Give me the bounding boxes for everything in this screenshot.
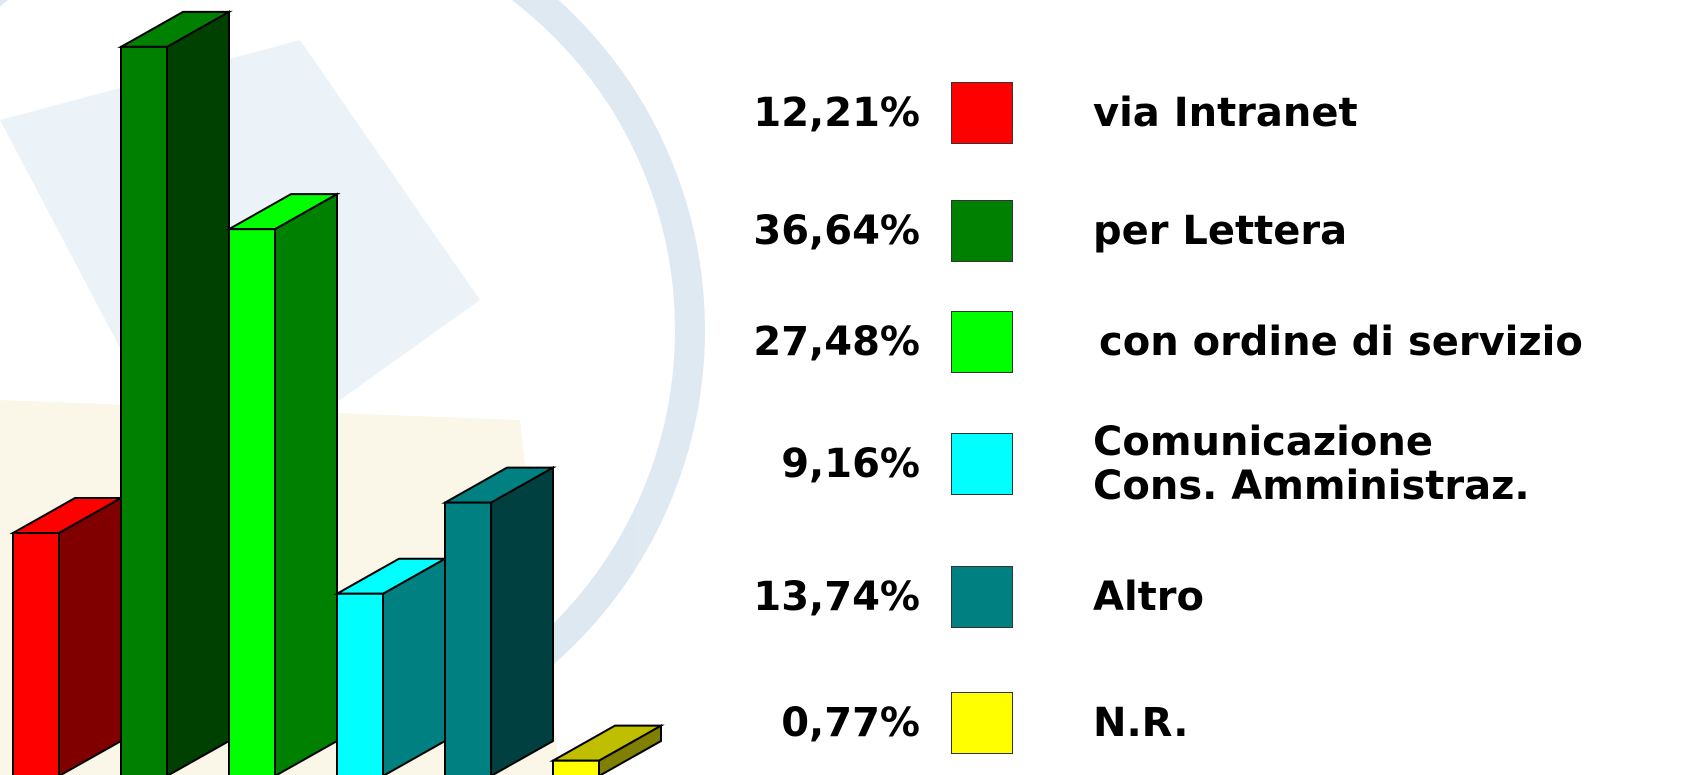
slide: 12,21% via Intranet 36,64% per Lettera 27,48… — [0, 0, 1686, 775]
value-label: 36,64% — [680, 208, 920, 254]
bar-side — [383, 559, 445, 775]
bar-side — [167, 12, 229, 775]
legend-swatch — [951, 82, 1013, 144]
bar-side — [59, 498, 121, 775]
bar — [121, 47, 167, 775]
legend-swatch — [951, 433, 1013, 495]
bar — [337, 594, 383, 775]
legend-swatch — [951, 692, 1013, 754]
legend-swatch — [951, 311, 1013, 373]
value-label: 27,48% — [680, 319, 920, 365]
bar — [445, 503, 491, 775]
bar — [13, 533, 59, 775]
legend-label: via Intranet — [1093, 91, 1683, 135]
legend-label: per Lettera — [1093, 209, 1683, 253]
bar-side — [491, 468, 553, 775]
bar-side — [275, 194, 337, 775]
value-label: 0,77% — [680, 700, 920, 746]
value-label: 12,21% — [680, 90, 920, 136]
legend-label: Altro — [1093, 575, 1683, 619]
value-label: 13,74% — [680, 574, 920, 620]
legend-label: con ordine di servizio — [1099, 320, 1686, 364]
bar — [229, 229, 275, 775]
legend-label: N.R. — [1093, 701, 1683, 745]
value-label: 9,16% — [680, 441, 920, 487]
legend-label: Comunicazione Cons. Amministraz. — [1093, 420, 1563, 508]
legend-swatch — [951, 566, 1013, 628]
legend-swatch — [951, 200, 1013, 262]
bar — [553, 761, 599, 775]
